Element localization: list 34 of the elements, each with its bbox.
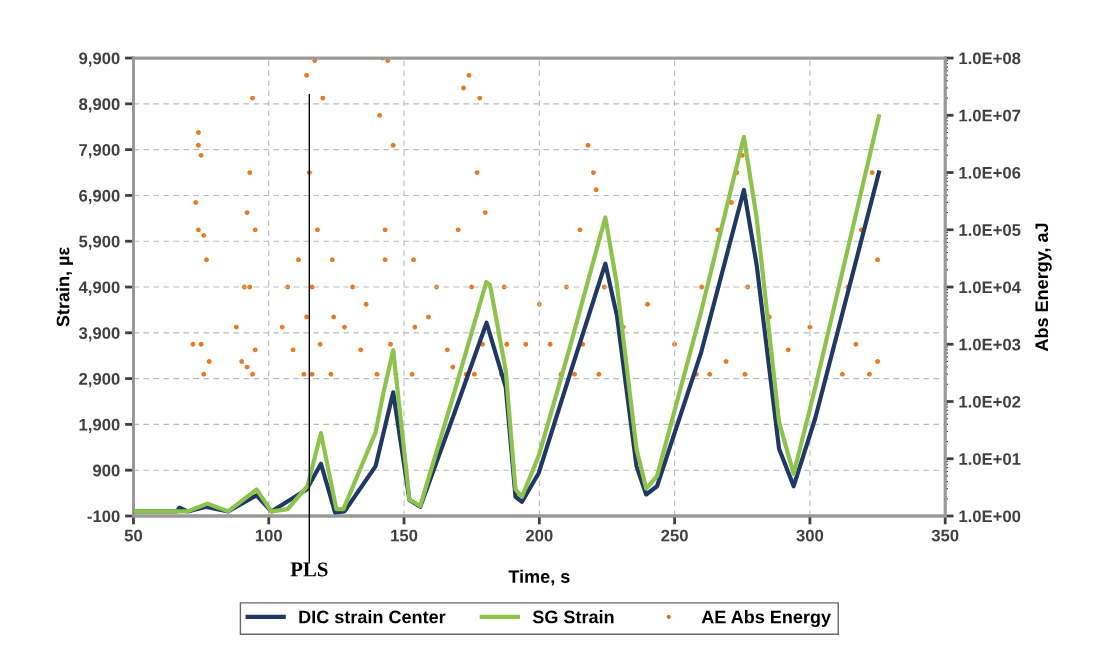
legend-label: AE Abs Energy — [701, 610, 831, 628]
y-tick-label: 3,900 — [78, 327, 120, 342]
y-tick-label: -100 — [87, 510, 120, 523]
y-tick-label: 900 — [93, 464, 120, 477]
y2-tick-label: 1.0E+00 — [959, 510, 1021, 523]
legend-label: SG Strain — [532, 610, 614, 624]
x-tick-label: 350 — [931, 529, 959, 542]
y2-tick-label: 1.0E+01 — [959, 453, 1021, 465]
y2-tick-label: 1.0E+08 — [959, 52, 1021, 65]
y2-tick-label: 1.0E+04 — [959, 281, 1021, 294]
y2-axis-title: Abs Energy, aJ — [1034, 223, 1052, 352]
y2-tick-label: 1.0E+05 — [959, 224, 1021, 236]
y-tick-label: 9,900 — [79, 52, 120, 67]
x-tick-label: 150 — [391, 529, 418, 542]
y2-tick-label: 1.0E+06 — [959, 166, 1021, 179]
y-tick-label: 1,900 — [79, 418, 120, 434]
x-tick-label: 200 — [526, 529, 553, 542]
x-axis-title: Time, s — [508, 569, 570, 586]
y-axis-title: Strain, µε — [56, 247, 73, 327]
legend-label: DIC strain Center — [299, 610, 446, 624]
x-tick-label: 50 — [124, 529, 143, 542]
x-tick-label: 100 — [255, 529, 282, 542]
y2-tick-label: 1.0E+03 — [959, 338, 1021, 351]
y-tick-label: 2,900 — [79, 373, 120, 388]
y-tick-label: 4,900 — [78, 281, 120, 296]
x-tick-label: 300 — [796, 529, 824, 542]
y2-tick-label: 1.0E+02 — [959, 395, 1021, 408]
y2-tick-label: 1.0E+07 — [959, 109, 1021, 122]
y-tick-label: 8,900 — [79, 98, 120, 113]
ref-line-label: PLS — [290, 562, 328, 577]
y-tick-label: 7,900 — [79, 144, 120, 159]
y-tick-label: 6,900 — [79, 189, 120, 205]
x-tick-label: 250 — [661, 529, 688, 542]
y-tick-label: 5,900 — [79, 235, 120, 250]
